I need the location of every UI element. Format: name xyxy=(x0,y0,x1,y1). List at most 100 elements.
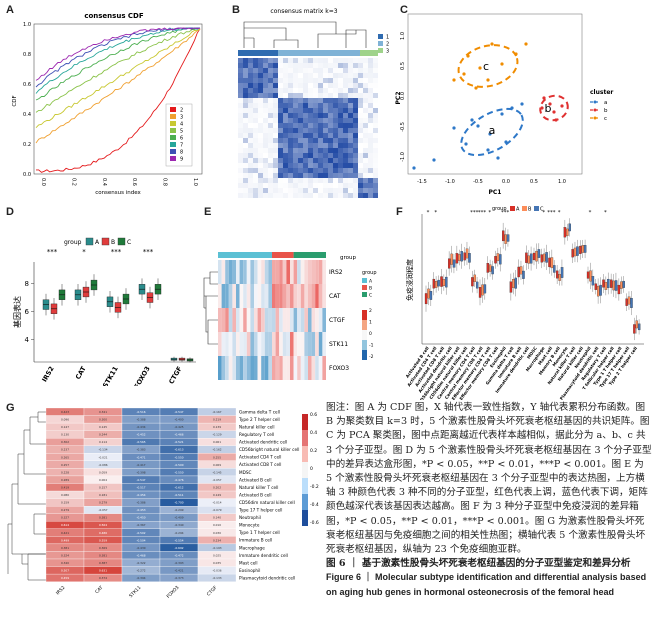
panel-b-matrix-cell xyxy=(373,88,378,93)
panel-b-matrix-cell xyxy=(253,58,258,63)
panel-a-xlabel: consensus index xyxy=(95,190,141,196)
panel-a-ytick: 0.6 xyxy=(23,82,31,88)
panel-e-cell xyxy=(315,332,319,356)
panel-c-xtick: -0.5 xyxy=(473,179,483,185)
panel-b-matrix-cell xyxy=(353,148,358,153)
panel-b-matrix-cell xyxy=(328,148,333,153)
panel-b-matrix-cell xyxy=(353,138,358,143)
panel-b-matrix-cell xyxy=(288,133,293,138)
panel-b-matrix-cell xyxy=(373,158,378,163)
panel-e-scale-bar xyxy=(362,320,367,330)
panel-f-box xyxy=(522,270,525,279)
panel-e-cell xyxy=(264,308,269,332)
panel-a-legend-label: 3 xyxy=(180,115,183,121)
panel-f-box xyxy=(617,284,621,295)
panel-g-cell-value: -0.340 xyxy=(174,523,183,527)
panel-e-cell xyxy=(268,260,272,284)
panel-b-matrix-cell xyxy=(268,108,273,113)
panel-e-heatmap: IRS2 CAT CTGF STK11 FOXO3 group group ABC 2 1… xyxy=(203,252,377,380)
panel-f-box xyxy=(604,281,608,290)
panel-b-matrix-cell xyxy=(263,168,268,173)
panel-e-cell xyxy=(315,260,319,284)
panel-b-matrix-cell xyxy=(343,183,348,188)
panel-b-matrix-cell xyxy=(308,128,313,133)
panel-d-legend-swatch xyxy=(117,237,126,246)
panel-b-matrix-cell xyxy=(273,193,278,198)
panel-b-matrix-cell xyxy=(303,113,308,118)
panel-e-cell xyxy=(275,308,280,332)
panel-b-matrix-cell xyxy=(308,108,313,113)
panel-f-box xyxy=(586,271,590,279)
panel-g-cell-value: -0.299 xyxy=(174,508,183,512)
panel-g-cell-value: -0.086 xyxy=(98,463,107,467)
panel-b-matrix-cell xyxy=(368,163,373,168)
panel-f-box xyxy=(440,276,443,287)
panel-b-matrix-cell xyxy=(273,98,278,103)
panel-e-cell xyxy=(293,356,298,380)
panel-b-matrix-cell xyxy=(288,93,293,98)
panel-b-matrix-cell xyxy=(253,163,258,168)
panel-b-matrix-cell xyxy=(348,88,353,93)
panel-e-legend-label: B xyxy=(369,286,372,292)
panel-b-matrix-cell xyxy=(243,108,248,113)
panel-c-point-cluster-c xyxy=(486,78,490,82)
panel-g-cell-value: -0.417 xyxy=(136,463,145,467)
panel-d-ytick: 4 xyxy=(25,336,30,344)
panel-b-matrix-cell xyxy=(323,118,328,123)
panel-b-matrix-cell xyxy=(268,78,273,83)
panel-c-ytick: 0.0 xyxy=(400,92,406,100)
panel-c-pca-plot: -1.5 -1.0 -0.5 0.0 0.5 1.0 -1.0 -0.5 0.0 0.5 1.0 a… xyxy=(395,13,613,196)
panel-b-matrix-cell xyxy=(363,93,368,98)
panel-b-matrix-cell xyxy=(263,163,268,168)
panel-e-cell xyxy=(300,332,305,356)
panel-b-matrix-cell xyxy=(238,88,243,93)
panel-e-cell xyxy=(318,260,323,284)
panel-f-box xyxy=(450,253,453,265)
panel-f-box xyxy=(542,253,546,262)
panel-e-cell xyxy=(243,260,247,284)
panel-g-cell-value: 0.302 xyxy=(61,440,69,444)
panel-b-matrix-cell xyxy=(338,73,343,78)
panel-b-matrix-cell xyxy=(243,168,248,173)
panel-e-cell xyxy=(261,284,265,308)
panel-b-matrix-cell xyxy=(248,128,253,133)
panel-c-xtick: 0.0 xyxy=(502,179,510,185)
panel-b-matrix-cell xyxy=(313,118,318,123)
panel-g-cell-value: 0.181 xyxy=(99,493,107,497)
panel-b-matrix-cell xyxy=(298,108,303,113)
panel-f-box xyxy=(496,253,500,262)
panel-b-matrix-cell xyxy=(288,113,293,118)
panel-b-matrix-cell xyxy=(333,58,338,63)
panel-b-matrix-cell xyxy=(373,58,378,63)
panel-f-box xyxy=(468,253,471,263)
panel-b-matrix-cell xyxy=(323,88,328,93)
panel-e-cell xyxy=(264,356,269,380)
panel-b-matrix-cell xyxy=(358,153,363,158)
panel-c-point-cluster-c xyxy=(452,78,456,82)
panel-g-row-label: Natural killer T cell xyxy=(239,485,278,490)
panel-b-matrix-cell xyxy=(323,188,328,193)
panel-b-matrix-cell xyxy=(348,193,353,198)
panel-b-matrix-cell xyxy=(343,188,348,193)
panel-b-matrix-cell xyxy=(363,173,368,178)
panel-b-matrix-cell xyxy=(328,183,333,188)
panel-b-matrix-cell xyxy=(273,118,278,123)
panel-g-column-label: FOXO3 xyxy=(166,585,181,600)
panel-b-matrix-cell xyxy=(253,93,258,98)
panel-b-matrix-cell xyxy=(323,98,328,103)
panel-b-matrix-cell xyxy=(363,88,368,93)
panel-f-significance: *** xyxy=(478,210,487,216)
panel-a-xtick: 0.4 xyxy=(101,178,107,186)
panel-e-cell xyxy=(304,260,308,284)
panel-b-matrix-cell xyxy=(368,83,373,88)
panel-b-matrix-cell xyxy=(238,128,243,133)
panel-b-matrix-cell xyxy=(238,183,243,188)
panel-b-matrix-cell xyxy=(353,173,358,178)
panel-b-matrix-cell xyxy=(343,168,348,173)
panel-c-point-cluster-a xyxy=(464,142,468,146)
panel-e-cell xyxy=(297,332,301,356)
panel-f-box xyxy=(483,284,487,294)
panel-b-matrix-cell xyxy=(293,143,298,148)
panel-b-matrix-cell xyxy=(253,143,258,148)
panel-g-cell-value: -0.409 xyxy=(174,516,183,520)
